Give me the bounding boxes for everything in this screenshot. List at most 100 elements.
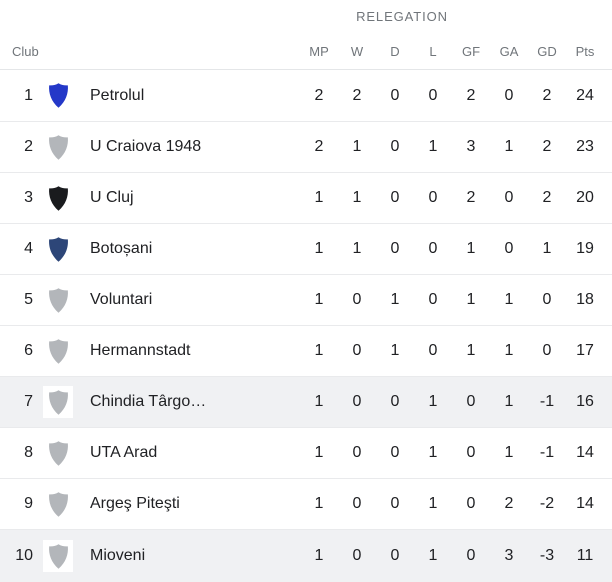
stat-value: 0 [466,547,476,564]
table-row[interactable]: 10 Mioveni 1 0 0 1 0 3 -3 11 [0,529,612,582]
stat-value: -3 [539,547,555,564]
stat-value: 1 [314,393,324,410]
team-stats: 1 1 0 0 1 0 1 19 [300,240,612,258]
stat-value: 0 [390,495,400,512]
shield-icon [48,83,68,108]
stat-value: 0 [466,393,476,410]
group-title: RELEGATION [356,9,448,24]
stat-value: 1 [466,240,476,257]
stat-value: 1 [428,495,438,512]
table-row[interactable]: 2 U Craiova 1948 2 1 0 1 3 1 2 23 [0,121,612,172]
stat-value: 2 [466,86,476,104]
stat-value: 0 [428,189,438,206]
stat-value: 0 [504,86,514,104]
column-header-club: Club [12,44,39,59]
rank-number: 2 [24,138,33,155]
shield-icon [48,389,68,415]
table-row[interactable]: 5 Voluntari 1 0 1 0 1 1 0 18 [0,274,612,325]
stat-value: 1 [504,138,514,155]
stat-value: 2 [542,189,552,206]
shield-icon [48,543,68,569]
stat-value: 0 [428,240,438,257]
shield-icon [48,185,68,211]
table-row[interactable]: 9 Argeş Piteşti 1 0 0 1 0 2 -2 14 [0,478,612,529]
stat-value: 0 [428,342,438,359]
table-row[interactable]: 7 Chindia Târgo… 1 0 0 1 0 1 -1 16 [0,376,612,427]
table-row[interactable]: 1 Petrolul 2 2 0 0 2 0 2 24 [0,70,612,121]
stat-value: 0 [390,444,400,461]
team-name: Voluntari [90,291,153,308]
shield-icon [48,287,68,313]
team-logo [43,131,73,163]
stat-value: -1 [539,444,555,461]
stat-value: 2 [542,138,552,155]
team-stats: 1 0 1 0 1 1 0 17 [300,342,612,360]
team-name: Mioveni [90,547,146,564]
stat-value: 2 [542,86,552,104]
stat-value: 2 [352,86,362,104]
stat-value: 0 [390,189,400,206]
team-stats: 1 0 0 1 0 3 -3 11 [300,547,612,565]
rank-number: 5 [24,291,33,308]
stat-value: 0 [352,393,362,410]
team-stats: 1 0 0 1 0 1 -1 16 [300,393,612,411]
team-logo [43,540,73,572]
team-name: Botoșani [90,240,153,257]
team-name: Chindia Târgo… [90,393,207,410]
stat-value: 1 [504,393,514,410]
column-header-gf: GF [461,44,481,59]
shield-icon [48,440,68,466]
table-row[interactable]: 8 UTA Arad 1 0 0 1 0 1 -1 14 [0,427,612,478]
stat-value: 0 [428,86,438,104]
team-name: Hermannstadt [90,342,191,359]
stat-value: 1 [352,138,362,155]
stat-value: 16 [576,393,594,410]
stat-value: 1 [390,342,400,359]
rank-number: 8 [24,444,33,461]
stat-value: 24 [576,86,594,104]
stat-value: 0 [352,547,362,564]
stat-value: 19 [576,240,594,257]
stat-value: 1 [314,291,324,308]
stat-value: 1 [542,240,552,257]
column-header-ga: GA [499,44,519,59]
shield-icon [48,236,68,262]
column-header-pts: Pts [575,44,595,59]
team-logo [43,488,73,520]
stat-value: 11 [576,547,594,564]
rank-number: 4 [24,240,33,257]
stat-value: 0 [390,138,400,155]
stat-value: 1 [314,342,324,359]
team-logo [43,79,73,112]
team-stats: 1 0 1 0 1 1 0 18 [300,291,612,309]
team-stats: 2 1 0 1 3 1 2 23 [300,138,612,156]
table-row[interactable]: 3 U Cluj 1 1 0 0 2 0 2 20 [0,172,612,223]
stat-value: 1 [504,291,514,308]
table-row[interactable]: 4 Botoșani 1 1 0 0 1 0 1 19 [0,223,612,274]
stat-value: 1 [352,240,362,257]
stat-value: 23 [576,138,594,155]
stat-value: 0 [352,444,362,461]
stat-column-headers: MP W D L GF GA GD Pts [300,44,612,59]
team-stats: 1 0 0 1 0 2 -2 14 [300,495,612,513]
stat-value: 17 [576,342,594,359]
stat-value: 1 [314,495,324,512]
team-logo [43,182,73,214]
stat-value: 0 [352,342,362,359]
shield-icon [48,338,68,364]
team-name: Petrolul [90,86,145,104]
table-row[interactable]: 6 Hermannstadt 1 0 1 0 1 1 0 17 [0,325,612,376]
team-logo [43,233,73,265]
rank-number: 3 [24,189,33,206]
stat-value: 14 [576,444,594,461]
stat-value: 2 [314,138,324,155]
stat-value: 1 [466,291,476,308]
rank-number: 7 [24,393,33,410]
stat-value: 1 [504,342,514,359]
stat-value: 1 [466,342,476,359]
column-header-d: D [390,44,400,59]
team-stats: 1 1 0 0 2 0 2 20 [300,189,612,207]
stat-value: 1 [314,240,324,257]
